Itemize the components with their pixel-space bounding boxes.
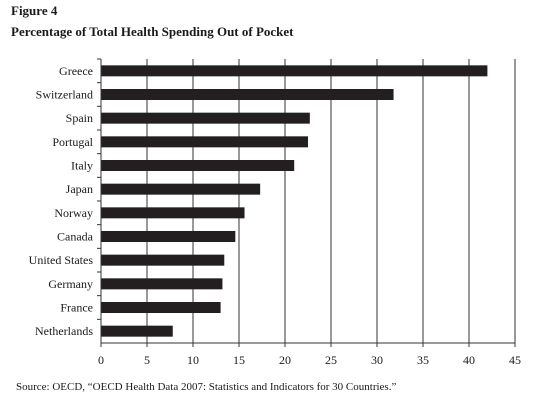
bar-united-states — [101, 254, 225, 266]
category-label: Portugal — [52, 135, 93, 149]
x-tick-label: 45 — [509, 353, 521, 367]
source-note: Source: OECD, “OECD Health Data 2007: St… — [16, 381, 397, 393]
category-label: Spain — [66, 111, 93, 125]
category-label: Canada — [57, 230, 94, 244]
bar-germany — [101, 278, 223, 290]
bar-switzerland — [101, 89, 394, 100]
x-tick-label: 15 — [233, 353, 245, 367]
bar-canada — [101, 231, 236, 242]
gridlines — [146, 59, 516, 343]
bar-italy — [101, 160, 295, 171]
category-label: Netherlands — [35, 324, 93, 338]
x-tick-label: 30 — [371, 353, 383, 367]
category-label: Germany — [48, 277, 93, 291]
category-label: Norway — [54, 206, 93, 220]
category-label: Japan — [66, 182, 93, 196]
bar-netherlands — [101, 325, 173, 337]
bar-japan — [101, 183, 261, 195]
category-label: United States — [29, 253, 94, 267]
bar-portugal — [101, 136, 308, 148]
x-tick-label: 35 — [417, 353, 429, 367]
category-labels: Greece Switzerland Spain Portugal Italy Japan… — [29, 64, 94, 338]
bar-spain — [101, 112, 310, 124]
x-tick-label: 40 — [463, 353, 475, 367]
x-tick-label: 10 — [187, 353, 199, 367]
x-tick-label: 5 — [144, 353, 150, 367]
category-label: Switzerland — [36, 88, 93, 102]
figure-label: Figure 4 — [11, 3, 58, 18]
bars — [101, 65, 488, 337]
category-label: Italy — [71, 159, 93, 173]
category-label: France — [60, 301, 93, 315]
chart-title: Percentage of Total Health Spending Out … — [11, 24, 294, 39]
x-tick-label: 25 — [325, 353, 337, 367]
tick-labels: 0 5 10 15 20 25 30 35 40 45 — [98, 353, 521, 367]
x-tick-label: 0 — [98, 353, 104, 367]
bar-france — [101, 302, 221, 313]
bar-greece — [101, 65, 488, 77]
axes — [97, 58, 516, 347]
category-label: Greece — [59, 64, 93, 78]
bar-norway — [101, 207, 245, 219]
x-tick-label: 20 — [279, 353, 291, 367]
